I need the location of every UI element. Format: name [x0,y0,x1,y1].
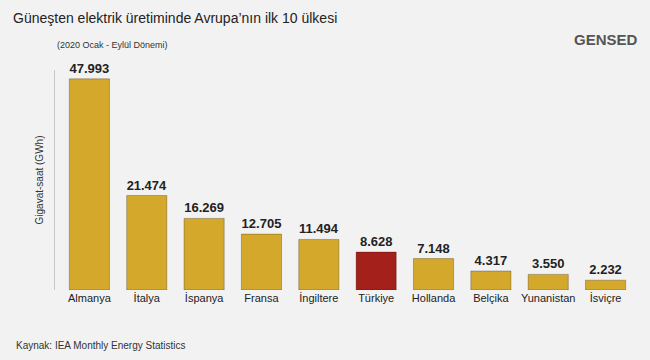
svg-text:2.232: 2.232 [589,262,622,277]
svg-text:8.628: 8.628 [360,234,393,249]
svg-text:Hollanda: Hollanda [412,292,456,304]
svg-text:İspanya: İspanya [185,292,224,304]
svg-text:Türkiye: Türkiye [358,292,394,304]
svg-text:Fransa: Fransa [244,292,279,304]
svg-text:Yunanistan: Yunanistan [521,292,575,304]
svg-text:İngiltere: İngiltere [299,292,338,304]
svg-text:21.474: 21.474 [127,178,167,193]
svg-text:Almanya: Almanya [68,292,112,304]
svg-text:7.148: 7.148 [417,241,450,256]
svg-text:4.317: 4.317 [475,253,508,268]
svg-text:İtalya: İtalya [134,292,161,304]
svg-text:3.550: 3.550 [532,256,565,271]
svg-text:11.494: 11.494 [299,221,339,236]
svg-text:47.993: 47.993 [70,61,110,76]
svg-text:Kaynak: IEA Monthly Energy Sta: Kaynak: IEA Monthly Energy Statistics [16,340,186,351]
svg-text:16.269: 16.269 [184,200,224,215]
svg-text:Güneşten elektrik üretiminde A: Güneşten elektrik üretiminde Avrupa’nın … [13,10,337,26]
svg-text:GENSED: GENSED [574,31,638,48]
svg-text:(2020 Ocak - Eylül Dönemi): (2020 Ocak - Eylül Dönemi) [57,40,168,50]
svg-text:Gigavat-saat (GWh): Gigavat-saat (GWh) [34,136,45,225]
svg-text:İsviçre: İsviçre [590,292,622,304]
svg-text:Belçika: Belçika [473,292,509,304]
svg-text:12.705: 12.705 [242,216,282,231]
